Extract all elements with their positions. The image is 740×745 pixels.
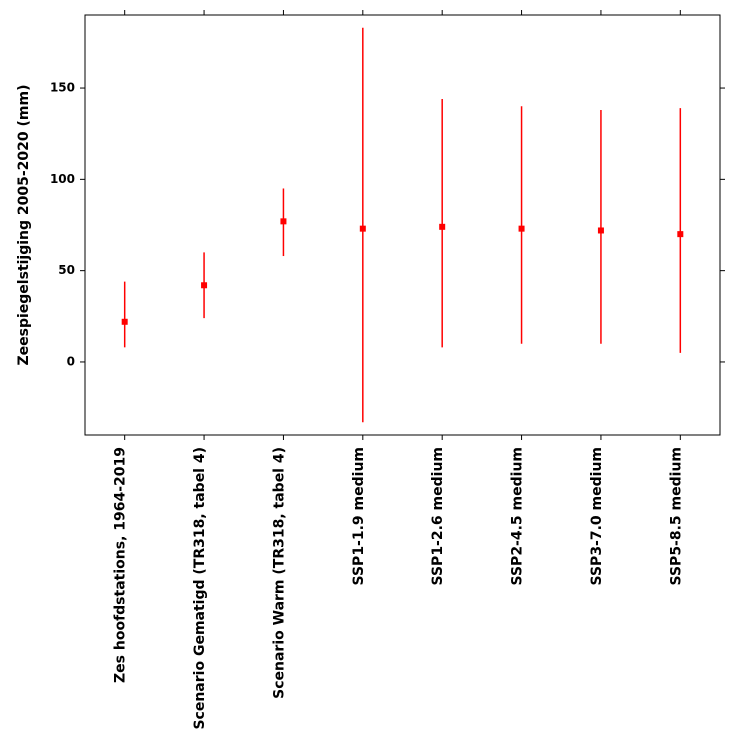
data-marker — [439, 224, 445, 230]
xtick-label: Zes hoofdstations, 1964-2019 — [113, 447, 129, 683]
data-marker — [122, 319, 128, 325]
ytick-label: 100 — [50, 172, 75, 186]
data-marker — [280, 218, 286, 224]
xtick-label: Scenario Gematigd (TR318, tabel 4) — [192, 447, 208, 730]
y-axis-label: Zeespiegelstijging 2005-2020 (mm) — [16, 85, 32, 366]
ytick-label: 0 — [67, 354, 75, 368]
xtick-label: SSP5-8.5 medium — [668, 447, 684, 585]
data-marker — [519, 226, 525, 232]
data-marker — [360, 226, 366, 232]
xtick-label: SSP1-2.6 medium — [430, 447, 446, 585]
chart-container: 0 50 100 150 Zes hoofdstations, 1964-2019 Sce… — [0, 0, 740, 745]
ytick-label: 150 — [50, 81, 75, 95]
data-marker — [598, 227, 604, 233]
data-marker — [677, 231, 683, 237]
xtick-label: SSP3-7.0 medium — [589, 447, 605, 585]
xtick-label: SSP2-4.5 medium — [510, 447, 526, 585]
data-marker — [201, 282, 207, 288]
xtick-label: SSP1-1.9 medium — [351, 447, 367, 585]
ytick-label: 50 — [58, 263, 75, 277]
errorbar-chart: 0 50 100 150 Zes hoofdstations, 1964-2019 Sce… — [0, 0, 740, 745]
xtick-label: Scenario Warm (TR318, tabel 4) — [271, 447, 287, 699]
